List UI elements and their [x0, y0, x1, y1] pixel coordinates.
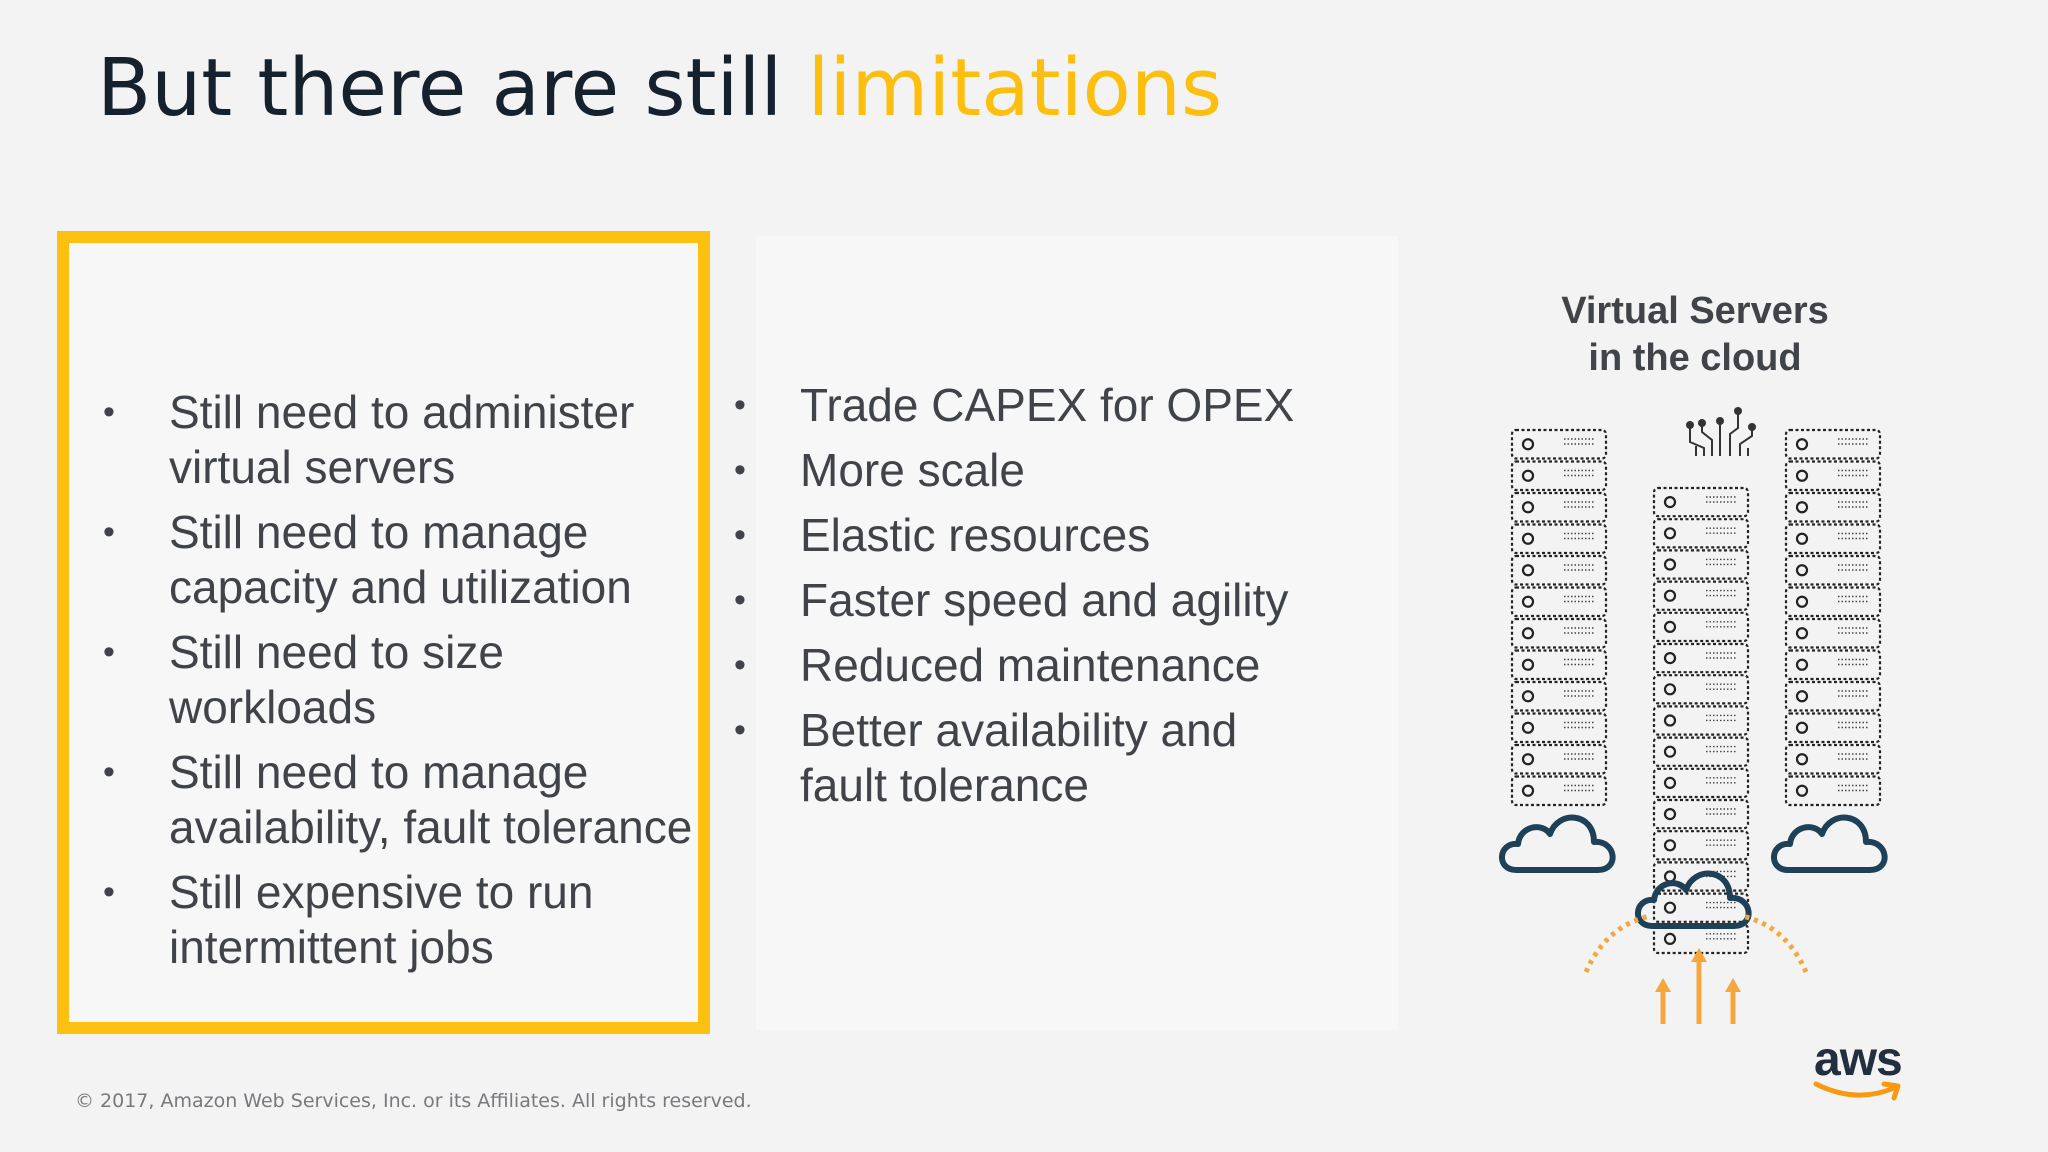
bullet-icon: • — [103, 513, 115, 551]
list-item: • Still expensive to run intermittent jobs — [69, 865, 709, 975]
item-line: fault tolerance — [800, 759, 1089, 811]
item-line: Still need to administer — [169, 386, 635, 438]
bullet-icon: • — [734, 646, 746, 684]
servers-graphic — [1499, 407, 1888, 1024]
item-line: capacity and utilization — [169, 561, 632, 613]
list-item: • Elastic resources — [700, 508, 1400, 563]
server-rack-icon — [1510, 428, 1608, 807]
bullet-icon: • — [734, 451, 746, 489]
item-line: virtual servers — [169, 441, 456, 493]
list-item: • Still need to manage capacity and utiliz… — [69, 505, 709, 615]
virtual-servers-heading: Virtual Servers in the cloud — [1480, 288, 1910, 382]
bullet-icon: • — [734, 386, 746, 424]
list-item: • Still need to manage availability, fault… — [69, 745, 709, 855]
bullet-icon: • — [734, 581, 746, 619]
list-item: • Trade CAPEX for OPEX — [700, 378, 1400, 433]
item-line: Still expensive to run — [169, 866, 594, 918]
bullet-icon: • — [103, 393, 115, 431]
item-line: More scale — [800, 444, 1025, 496]
item-line: intermittent jobs — [169, 921, 494, 973]
heading-line: Virtual Servers — [1561, 290, 1829, 332]
benefits-panel: • Trade CAPEX for OPEX • More scale • Elast… — [734, 236, 1398, 1030]
item-line: Reduced maintenance — [800, 639, 1261, 691]
slide-title: But there are still limitations — [97, 40, 1222, 136]
list-item: • Still need to size workloads — [69, 625, 709, 735]
benefits-list: • Trade CAPEX for OPEX • More scale • Elast… — [700, 378, 1400, 823]
server-rack-icon — [1652, 486, 1750, 955]
bullet-icon: • — [734, 516, 746, 554]
cloud-icon — [1635, 870, 1752, 929]
item-line: availability, fault tolerance — [169, 801, 693, 853]
list-item: • More scale — [700, 443, 1400, 498]
bullet-icon: • — [734, 711, 746, 749]
list-item: • Better availability and fault tolerance — [700, 703, 1400, 813]
item-line: Elastic resources — [800, 509, 1151, 561]
cloud-icon — [1771, 814, 1888, 873]
list-item: • Still need to administer virtual servers — [69, 385, 709, 495]
network-antenna-icon — [1686, 407, 1756, 456]
item-line: Still need to manage — [169, 746, 589, 798]
aws-logo: aws — [1810, 1033, 1920, 1110]
item-line: Still need to size — [169, 626, 504, 678]
upload-arrow-icon — [1583, 913, 1809, 1024]
item-line: Better availability and — [800, 704, 1238, 756]
bullet-icon: • — [103, 753, 115, 791]
cloud-servers-illustration — [1490, 404, 1910, 1034]
heading-line: in the cloud — [1588, 337, 1802, 379]
title-main: But there are still — [97, 42, 783, 134]
item-line: Still need to manage — [169, 506, 589, 558]
copyright-footer: © 2017, Amazon Web Services, Inc. or its… — [75, 1090, 752, 1112]
list-item: • Reduced maintenance — [700, 638, 1400, 693]
list-item: • Faster speed and agility — [700, 573, 1400, 628]
item-line: workloads — [169, 681, 377, 733]
limitations-list: • Still need to administer virtual servers… — [69, 385, 709, 985]
aws-logo-text: aws — [1814, 1033, 1903, 1086]
item-line: Faster speed and agility — [800, 574, 1289, 626]
bullet-icon: • — [103, 633, 115, 671]
bullet-icon: • — [103, 873, 115, 911]
cloud-icon — [1499, 814, 1616, 873]
aws-smile-icon — [1813, 1081, 1901, 1101]
limitations-panel: • Still need to administer virtual servers… — [57, 231, 710, 1034]
server-rack-icon — [1784, 428, 1882, 807]
item-line: Trade CAPEX for OPEX — [800, 379, 1295, 431]
title-accent: limitations — [807, 42, 1223, 134]
